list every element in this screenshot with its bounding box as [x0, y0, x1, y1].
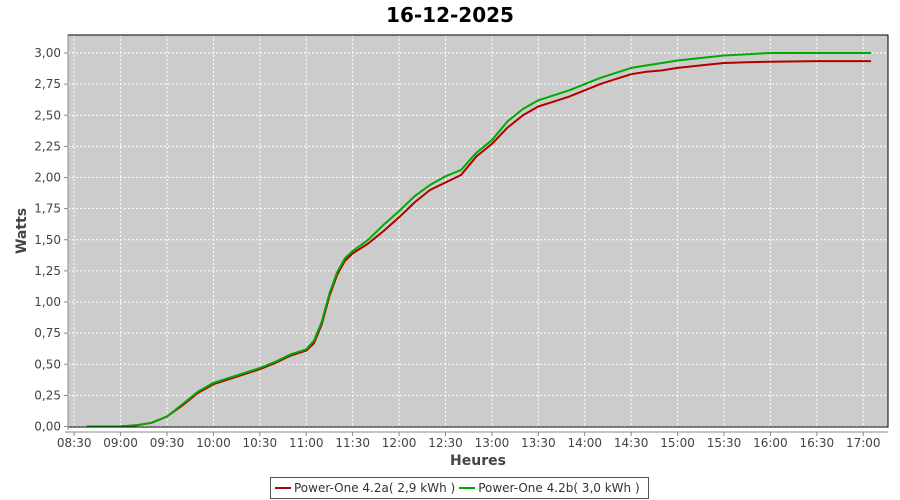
- x-tick-label: 11:30: [335, 436, 370, 450]
- x-tick-label: 11:00: [289, 436, 324, 450]
- x-tick-label: 10:30: [243, 436, 278, 450]
- chart-title: 16-12-2025: [386, 3, 514, 27]
- x-tick-label: 15:30: [707, 436, 742, 450]
- series-lines: [86, 52, 871, 428]
- plot-area: [68, 35, 888, 427]
- y-tick-label: 2,25: [34, 139, 61, 153]
- y-tick-label: 2,00: [34, 171, 61, 185]
- y-tick-label: 0,25: [34, 388, 61, 402]
- legend-label: Power-One 4.2b( 3,0 kWh ): [478, 481, 640, 495]
- y-tick-label: 1,25: [34, 264, 61, 278]
- legend-swatch: [459, 487, 476, 489]
- y-tick-label: 1,50: [34, 233, 61, 247]
- legend-label: Power-One 4.2a( 2,9 kWh ): [294, 481, 456, 495]
- x-tick-label: 14:30: [614, 436, 649, 450]
- y-axis-label: Watts: [14, 208, 30, 254]
- y-tick-label: 1,75: [34, 202, 61, 216]
- y-tick-label: 2,50: [34, 108, 61, 122]
- legend-item: Power-One 4.2b( 3,0 kWh ): [459, 481, 640, 495]
- x-tick-label: 10:00: [196, 436, 231, 450]
- x-tick-label: 09:30: [150, 436, 185, 450]
- x-tick-label: 12:30: [428, 436, 463, 450]
- x-axis-label: Heures: [450, 453, 506, 469]
- x-axis: 08:30 09:00 09:30 10:00 10:30 11:00 11:30 12:00…: [57, 432, 881, 450]
- y-tick-label: 0,50: [34, 357, 61, 371]
- legend: Power-One 4.2a( 2,9 kWh ) Power-One 4.2b…: [270, 477, 649, 499]
- legend-item: Power-One 4.2a( 2,9 kWh ): [275, 481, 455, 495]
- series-line-4-2b: [86, 52, 871, 428]
- x-tick-label: 13:00: [475, 436, 510, 450]
- x-tick-label: 16:30: [800, 436, 835, 450]
- x-tick-label: 17:00: [846, 436, 881, 450]
- y-tick-label: 0,00: [34, 420, 61, 434]
- x-tick-label: 13:30: [521, 436, 556, 450]
- y-tick-label: 3,00: [34, 46, 61, 60]
- x-tick-label: 14:00: [567, 436, 602, 450]
- grid: [68, 35, 888, 427]
- x-tick-label: 12:00: [382, 436, 417, 450]
- legend-swatch: [275, 487, 291, 489]
- series-line-4-2a: [86, 60, 871, 428]
- y-tick-label: 1,00: [34, 295, 61, 309]
- x-tick-label: 15:00: [660, 436, 695, 450]
- y-axis: 0,00 0,25 0,50 0,75 1,00 1,25 1,50 1,75 2,00 2,25…: [34, 46, 68, 434]
- y-tick-label: 0,75: [34, 326, 61, 340]
- y-tick-label: 2,75: [34, 77, 61, 91]
- x-tick-label: 16:00: [753, 436, 788, 450]
- x-tick-label: 09:00: [103, 436, 138, 450]
- x-tick-label: 08:30: [57, 436, 92, 450]
